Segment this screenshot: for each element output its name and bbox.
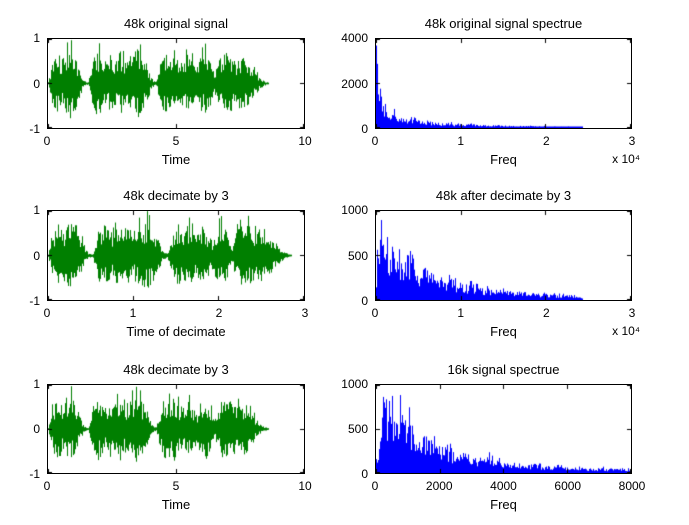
x-tick-label: 10 (298, 134, 312, 148)
x-axis-label: Time of decimate (126, 324, 226, 339)
plot-area (375, 384, 632, 474)
x-tick-label: 0 (371, 306, 379, 320)
x-tick-label: 3 (628, 134, 636, 148)
plot-area (375, 38, 632, 129)
x-tick-label: 6000 (554, 479, 582, 493)
y-tick-label: 1 (33, 377, 40, 391)
y-tick-label: -1 (29, 294, 40, 308)
y-tick-label: 0 (33, 248, 40, 263)
y-tick-label: 0 (33, 76, 40, 91)
plot-title: 48k original signal spectrue (424, 16, 583, 31)
x-axis-label: Freq (490, 324, 517, 339)
plot-area (47, 38, 305, 129)
y-tick-label: 1000 (341, 203, 368, 217)
x-tick-label: 0 (371, 134, 379, 148)
x-tick-label: 0 (43, 479, 51, 493)
plot-area (47, 210, 305, 301)
plot-title: 48k decimate by 3 (123, 188, 229, 203)
x-tick-label: 1 (457, 306, 464, 320)
x-tick-label: 2 (215, 306, 223, 320)
plot-title: 16k signal spectrue (447, 362, 560, 377)
subplot-48k-original-spectrum: 48k original signal spectrue Freq x 10⁴ … (341, 16, 640, 167)
plot-area (47, 384, 305, 474)
x-tick-label: 4000 (490, 479, 517, 493)
plot-title: 48k original signal (123, 16, 229, 31)
y-tick-label: -1 (29, 122, 40, 136)
subplot-16k-signal-spectrum: 16k signal spectrue Freq 0 2000 4000 6000 80… (341, 362, 645, 512)
x-axis-label: Freq (490, 497, 517, 512)
x-axis-multiplier: x 10⁴ (612, 152, 640, 166)
spectrum-plot-canvas (376, 39, 631, 128)
x-tick-label: 2000 (425, 479, 453, 493)
x-tick-label: 0 (43, 306, 51, 320)
x-tick-label: 2 (542, 134, 550, 148)
waveform-plot-canvas (48, 39, 304, 128)
y-tick-label: 0 (361, 122, 368, 136)
x-tick-label: 2 (542, 306, 550, 320)
plot-title: 48k decimate by 3 (123, 362, 229, 377)
x-axis-label: Time (161, 152, 191, 167)
y-tick-label: 0 (361, 467, 368, 481)
y-tick-label: 500 (347, 422, 368, 436)
x-tick-label: 0 (43, 134, 51, 148)
x-tick-label: 5 (172, 134, 180, 148)
x-tick-label: 1 (457, 134, 464, 148)
x-tick-label: 0 (371, 479, 379, 493)
y-tick-label: 4000 (341, 31, 368, 45)
x-tick-label: 5 (172, 479, 180, 493)
subplot-48k-after-decimate-spectrum: 48k after decimate by 3 Freq x 10⁴ 0 1 2 3 0… (341, 188, 640, 339)
waveform-plot-canvas (48, 385, 304, 473)
subplot-48k-decimate-waveform: 48k decimate by 3 Time of decimate 0 1 2 3 -… (29, 188, 308, 339)
y-tick-label: -1 (29, 467, 40, 481)
y-tick-label: 1000 (341, 377, 368, 391)
subplot-48k-decimate-waveform-2: 48k decimate by 3 Time 0 5 10 -1 0 1 (29, 362, 311, 512)
x-tick-label: 3 (628, 306, 636, 320)
x-tick-label: 3 (301, 306, 309, 320)
x-tick-label: 10 (298, 479, 312, 493)
x-axis-label: Time (161, 497, 191, 512)
y-tick-label: 0 (361, 294, 368, 308)
y-tick-label: 500 (347, 248, 368, 263)
plot-title: 48k after decimate by 3 (435, 188, 572, 203)
y-tick-label: 1 (33, 31, 40, 45)
y-tick-label: 0 (33, 422, 40, 436)
plot-area (375, 210, 632, 301)
x-tick-label: 8000 (618, 479, 646, 493)
subplot-48k-original-signal: 48k original signal Time 0 5 10 -1 0 1 (29, 16, 311, 167)
x-tick-label: 1 (129, 306, 137, 320)
spectrum-plot-canvas (376, 385, 631, 473)
x-axis-multiplier: x 10⁴ (612, 324, 640, 338)
y-tick-label: 1 (33, 203, 40, 217)
spectrum-plot-canvas (376, 211, 631, 300)
waveform-plot-canvas (48, 211, 304, 300)
y-tick-label: 2000 (341, 76, 368, 91)
x-axis-label: Freq (490, 152, 517, 167)
